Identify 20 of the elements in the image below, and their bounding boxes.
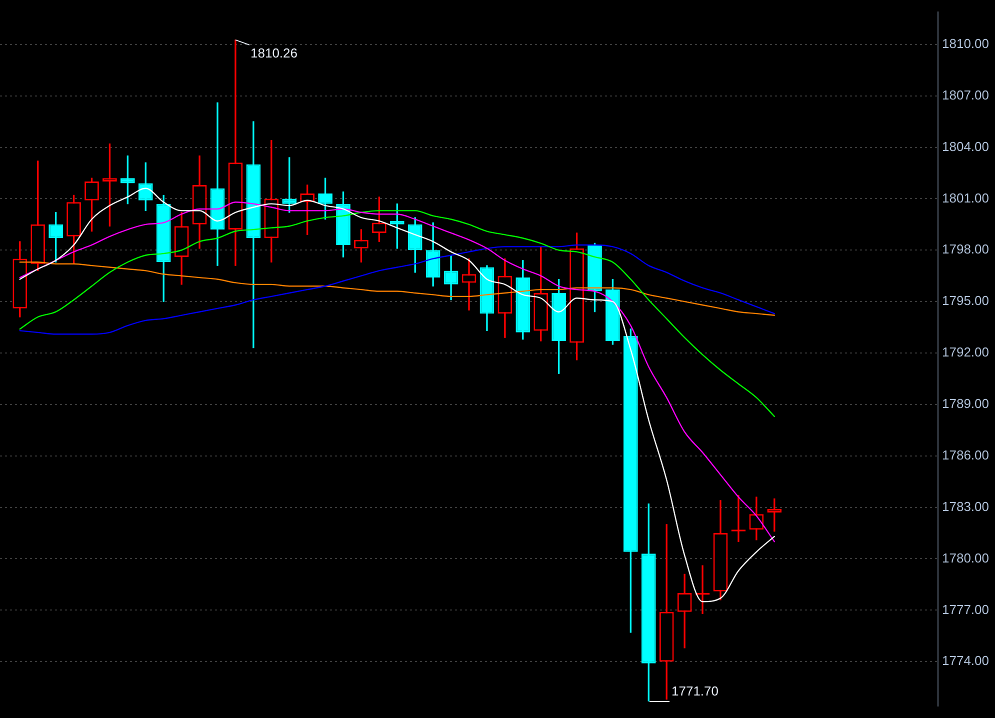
y-tick-label: 1801.00 [942,190,989,206]
line-series [19,244,775,335]
y-tick-label: 1810.00 [942,36,989,51]
line-series [19,210,775,418]
y-tick-label: 1780.00 [942,550,989,566]
annotation: 1810.26 [250,45,298,60]
y-tick-label: 1795.00 [942,293,989,308]
line-series [19,262,775,316]
y-tick-label: 1804.00 [942,138,989,154]
y-tick-label: 1789.00 [942,396,989,412]
y-tick-label: 1786.00 [942,447,989,462]
y-tick-label: 1798.00 [942,242,989,257]
y-tick-label: 1807.00 [942,87,989,102]
y-tick-label: 1774.00 [942,653,989,668]
y-tick-label: 1792.00 [942,344,989,360]
line-series [19,202,775,542]
annotation: 1771.70 [672,684,718,699]
y-tick-label: 1783.00 [942,498,989,514]
candlestick [462,258,476,310]
y-tick-label: 1777.00 [942,602,989,617]
